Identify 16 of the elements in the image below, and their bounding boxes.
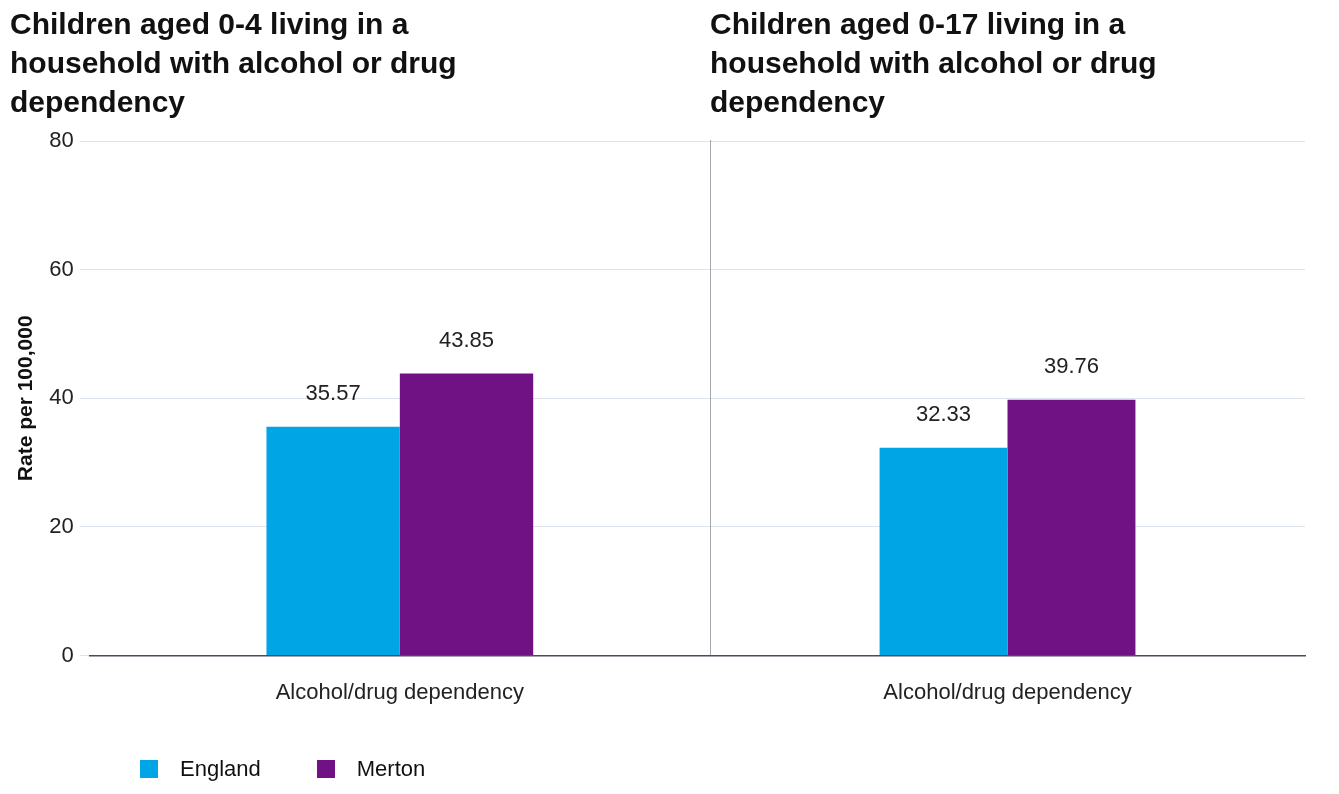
data-label: 35.57 <box>305 379 361 405</box>
data-label: 39.76 <box>1043 352 1099 378</box>
chart-title: Children aged 0-17 living in a household with alcohol or drug dependency <box>710 6 1157 118</box>
data-label: 43.85 <box>438 326 495 352</box>
x-tick-label: Alcohol/drug dependency <box>275 678 524 704</box>
x-tick-label: Alcohol/drug dependency <box>883 678 1132 704</box>
y-axis-title: Rate per 100,000 <box>13 315 37 482</box>
data-label: 32.33 <box>916 400 972 426</box>
y-tick-label: 60 <box>49 255 74 281</box>
y-tick-label: 40 <box>49 384 74 410</box>
y-tick-label: 80 <box>49 127 74 153</box>
y-tick-label: 20 <box>49 513 74 539</box>
legend-label: Merton <box>356 756 426 782</box>
y-tick-label: 0 <box>61 641 74 667</box>
chart-title: Children aged 0-4 living in a household with alcohol or drug dependency <box>10 6 457 118</box>
legend-label: England <box>180 756 261 782</box>
